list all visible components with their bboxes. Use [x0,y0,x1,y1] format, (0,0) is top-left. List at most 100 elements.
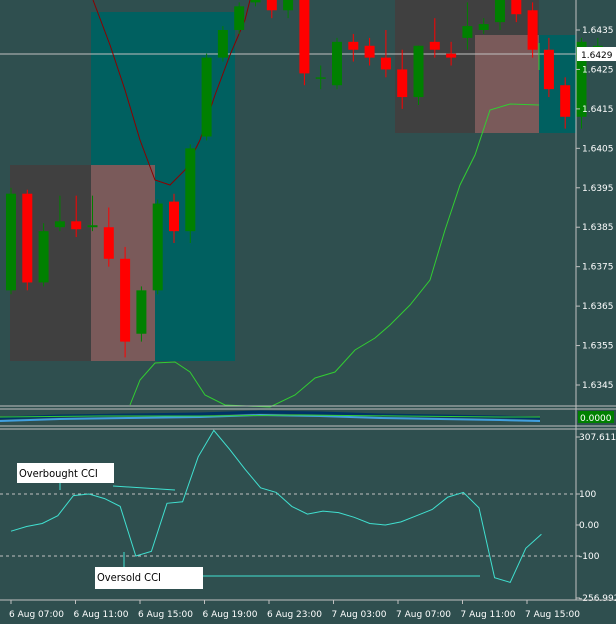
price-tick-label: 1.6405 [582,144,614,154]
cci-axis: 307.6114 100 0.00 -100 -256.992 [575,429,616,604]
candle-body [543,49,554,90]
candle-body [478,24,489,30]
oversold-label: Oversold CCI [97,571,161,584]
candle [462,2,473,50]
candle-body [6,193,16,291]
candle [511,0,522,23]
cci-tick-label: 0.00 [579,521,599,531]
candle [152,199,163,295]
candle-body [576,41,587,117]
candle [495,0,505,30]
candle [71,195,82,238]
candle [22,189,33,291]
price-tick-label: 1.6435 [582,26,614,36]
candle-body [560,85,571,117]
candle-layer [6,0,603,358]
candle-body [413,45,424,98]
price-tick-label: 1.6385 [582,223,614,233]
candle [87,195,98,232]
candle [543,37,554,98]
cci-panel: 307.6114 100 0.00 -100 -256.992 Overbought C… [0,429,616,604]
time-axis: 6 Aug 07:00 6 Aug 11:00 6 Aug 15:00 6 Aug 1… [9,600,580,620]
candle [397,49,408,109]
candle [38,223,49,287]
candle-body [54,221,65,228]
candle [217,26,228,62]
zone-rose-right [475,35,539,133]
zone-layer [10,0,576,361]
price-axis: 1.6435 1.6425 1.6415 1.6405 1.6395 1.6385 1.63… [576,26,614,391]
candle-body [152,203,163,291]
candle-body [299,0,310,74]
overbought-label-box [17,463,114,483]
candle-body [120,258,131,342]
time-tick-label: 6 Aug 15:00 [138,610,193,620]
candle [560,77,571,129]
candle-body [462,26,473,38]
overbought-label: Overbought CCI [19,467,98,480]
current-price-box [577,47,616,61]
candle-body [201,57,212,137]
price-tick-label: 1.6375 [582,263,614,273]
candle [527,2,538,58]
price-tick-label: 1.6345 [582,381,614,391]
oversold-label-box [95,567,203,589]
candle-body [283,0,294,11]
cci-line [10,429,542,584]
candle [201,53,212,141]
candle [6,187,16,295]
time-tick-label: 7 Aug 03:00 [332,610,387,620]
candle [185,144,196,243]
candle-body [429,41,440,50]
candle [250,0,261,7]
candle-body [527,10,538,50]
candle-body [511,0,522,15]
candle-body [397,69,408,98]
candle [283,0,294,19]
candle-body [38,231,49,283]
price-tick-label: 1.6395 [582,184,614,194]
candle [348,33,359,62]
current-price-label: 1.6429 [581,51,613,61]
candle-body [266,0,277,11]
candle-body [250,0,261,3]
candle-body [87,225,98,228]
candle [380,30,391,78]
overbought-pointer [112,485,176,491]
candle-body [495,0,505,23]
candle-body [169,201,179,232]
cci-tick-label: 100 [579,490,596,500]
volume-line-green [0,414,540,418]
candle-body [103,227,114,259]
time-tick-label: 6 Aug 19:00 [203,610,258,620]
ma-green-line [129,103,540,408]
price-tick-label: 1.6365 [582,302,614,312]
zone-teal-left [91,12,235,165]
zone-gray-left [10,165,91,361]
time-tick-label: 7 Aug 07:00 [396,610,451,620]
candle [446,41,457,66]
cci-tick-label: -256.992 [579,594,616,604]
candle [315,65,326,90]
cci-tick-label: -100 [579,552,600,562]
volume-value-label: 0.0000 [580,414,612,424]
time-tick-label: 7 Aug 15:00 [525,610,580,620]
moving-average-layer [92,0,540,408]
candle-body [71,221,82,230]
candle-body [22,193,33,283]
cci-tick-label: 307.6114 [579,433,616,443]
candle-body [315,77,326,79]
candle [169,193,179,243]
candle [120,246,131,358]
candle [364,37,375,66]
price-tick-label: 1.6355 [582,342,614,352]
candle [332,37,342,90]
volume-panel: 0.0000 [0,410,614,424]
time-tick-label: 7 Aug 11:00 [461,610,516,620]
candle-body [446,53,457,58]
candle [413,45,424,105]
candle [478,18,489,34]
candle-body [592,45,603,48]
candle [299,0,310,86]
